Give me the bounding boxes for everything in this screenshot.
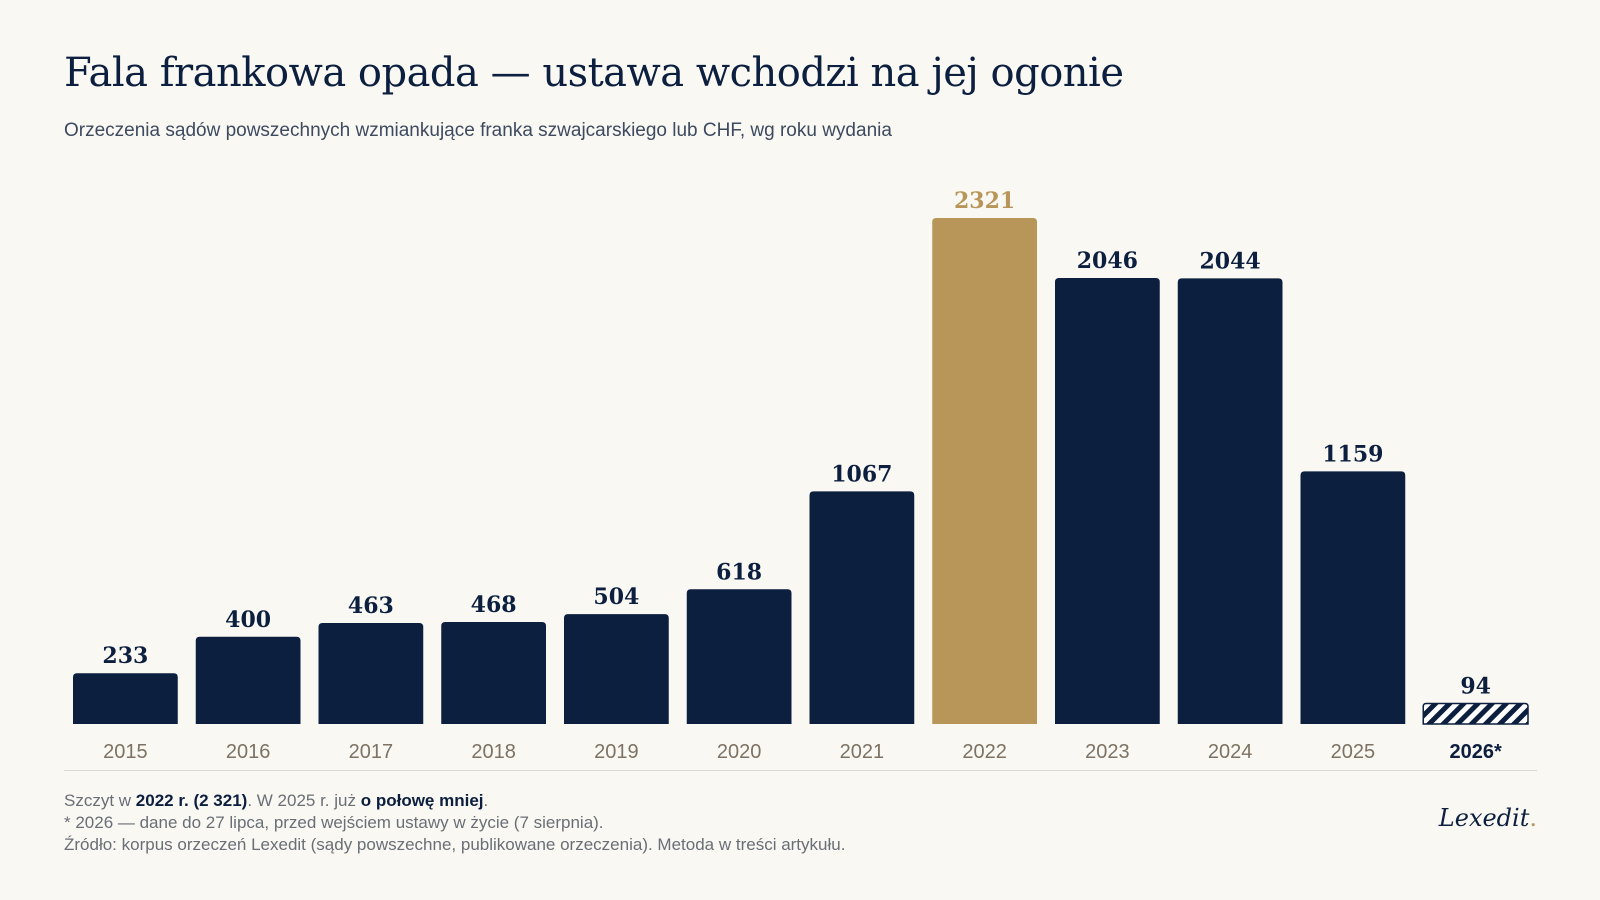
summary-text-c: . W 2025 r. już bbox=[247, 791, 361, 810]
footnotes: Szczyt w 2022 r. (2 321). W 2025 r. już … bbox=[64, 790, 845, 856]
bar-2017 bbox=[318, 623, 424, 724]
value-label-2018: 468 bbox=[471, 592, 517, 618]
value-label-2016: 400 bbox=[225, 607, 271, 633]
chart-subtitle: Orzeczenia sądów powszechnych wzmiankują… bbox=[64, 120, 892, 141]
summary-text-e: . bbox=[483, 791, 489, 810]
bars-group: 233 2015 400 2016 463 2017 468 2018 504 2019 618 20… bbox=[73, 188, 1529, 763]
footnote-summary: Szczyt w 2022 r. (2 321). W 2025 r. już … bbox=[64, 790, 845, 812]
value-label-2019: 504 bbox=[593, 584, 639, 610]
bar-2022 bbox=[932, 218, 1037, 724]
value-label-2015: 233 bbox=[102, 643, 148, 669]
bar-2019 bbox=[564, 614, 669, 724]
bar-2021 bbox=[809, 491, 915, 724]
axis-divider bbox=[64, 770, 1537, 771]
value-label-2023: 2046 bbox=[1077, 248, 1138, 274]
x-tick-label-2023: 2023 bbox=[1085, 741, 1130, 763]
bar-2018 bbox=[441, 621, 546, 724]
bar-2016 bbox=[195, 636, 301, 724]
x-tick-label-2019: 2019 bbox=[594, 741, 639, 763]
bar-2023 bbox=[1055, 277, 1160, 724]
bar-outline-2026 bbox=[1422, 702, 1529, 725]
x-tick-label-2017: 2017 bbox=[349, 741, 394, 763]
brand-logo: Lexedit. bbox=[1439, 804, 1537, 832]
bar-2026 bbox=[1423, 703, 1528, 724]
x-tick-label-2021: 2021 bbox=[840, 741, 885, 763]
bar-2025 bbox=[1300, 471, 1406, 724]
x-tick-label-2018: 2018 bbox=[471, 741, 516, 763]
value-label-2026: 94 bbox=[1460, 674, 1491, 700]
summary-half: o połowę mniej bbox=[360, 791, 484, 810]
brand-dot: . bbox=[1529, 804, 1537, 832]
bar-2015 bbox=[73, 673, 178, 724]
bar-2024 bbox=[1177, 278, 1283, 724]
chart-title: Fala frankowa opada — ustawa wchodzi na … bbox=[64, 50, 1124, 96]
summary-peak: 2022 r. (2 321) bbox=[135, 791, 248, 810]
bar-2020 bbox=[686, 589, 792, 724]
value-label-2022: 2321 bbox=[954, 188, 1015, 214]
brand-name: Lexedit bbox=[1438, 804, 1530, 832]
value-label-2025: 1159 bbox=[1322, 441, 1383, 467]
footnote-source: Źródło: korpus orzeczeń Lexedit (sądy po… bbox=[64, 835, 846, 854]
value-label-2017: 463 bbox=[348, 593, 394, 619]
x-tick-label-2026: 2026* bbox=[1449, 741, 1501, 763]
x-tick-label-2024: 2024 bbox=[1208, 741, 1253, 763]
value-label-2024: 2044 bbox=[1200, 248, 1261, 274]
x-tick-label-2015: 2015 bbox=[103, 741, 148, 763]
x-tick-label-2022: 2022 bbox=[962, 741, 1007, 763]
x-tick-label-2020: 2020 bbox=[717, 741, 762, 763]
x-tick-label-2016: 2016 bbox=[226, 741, 271, 763]
x-tick-label-2025: 2025 bbox=[1331, 741, 1376, 763]
summary-text-a: Szczyt w bbox=[64, 791, 136, 810]
footnote-partial-year: * 2026 — dane do 27 lipca, przed wejście… bbox=[64, 813, 604, 832]
value-label-2021: 1067 bbox=[831, 461, 892, 487]
value-label-2020: 618 bbox=[716, 559, 762, 585]
bar-chart: 233 2015 400 2016 463 2017 468 2018 504 2019 618 20… bbox=[73, 188, 1529, 763]
